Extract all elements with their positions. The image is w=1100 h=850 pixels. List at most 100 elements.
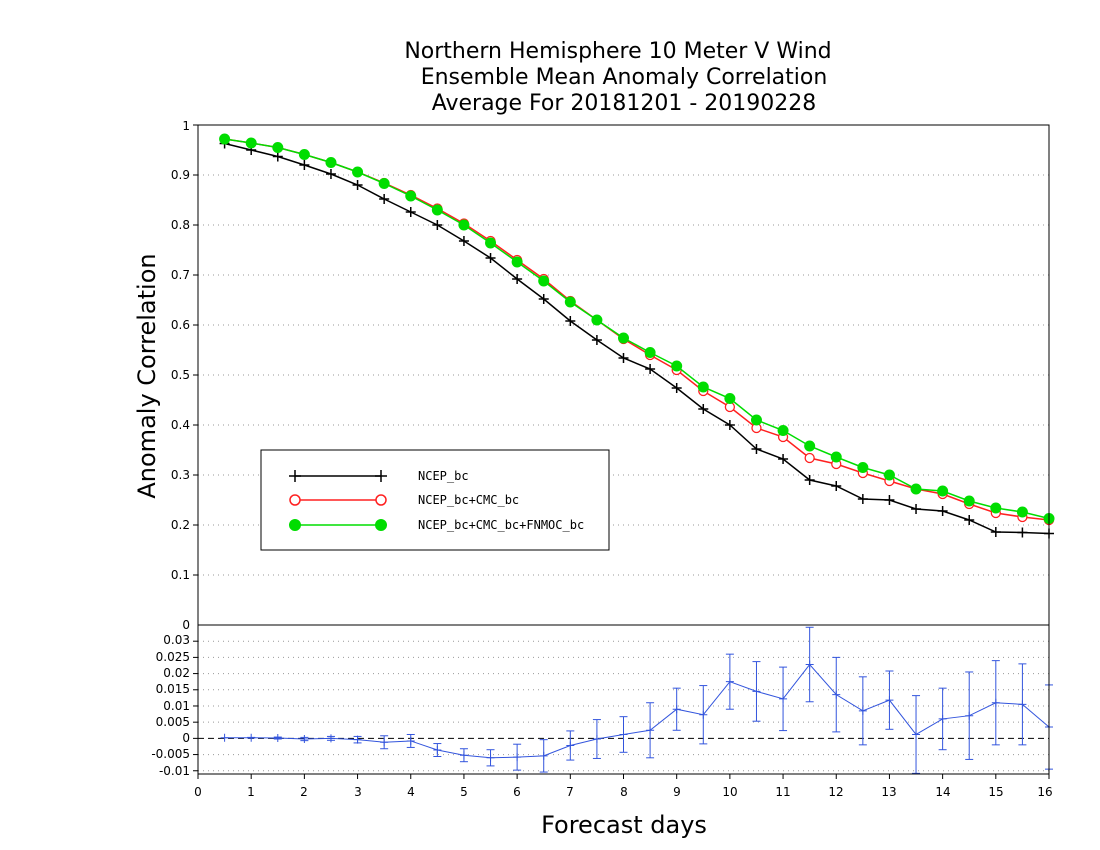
data-point-plus — [513, 753, 522, 762]
data-point-filled-circle — [963, 495, 975, 507]
x-tick-label: 14 — [935, 785, 950, 799]
open-circle-marker-icon — [289, 494, 301, 506]
data-point-filled-circle — [591, 314, 603, 326]
x-axis-ticks: 0 1 2 3 4 5 6 7 8 9 10 11 12 13 14 15 16 — [194, 785, 1052, 799]
x-tick-label: 16 — [1037, 785, 1052, 799]
data-point-filled-circle — [937, 485, 949, 497]
data-point-plus — [724, 420, 735, 430]
data-point-plus — [672, 705, 681, 714]
data-point-plus — [433, 746, 442, 755]
data-point-plus — [858, 706, 867, 715]
y-tick-label: 0.015 — [156, 682, 190, 696]
series-line-0 — [224, 142, 1050, 535]
y-tick-label: 1 — [182, 119, 190, 133]
filled-circle-marker-icon — [375, 519, 387, 531]
y-tick-label: -0.005 — [151, 747, 190, 761]
x-tick-label: 3 — [354, 785, 362, 799]
chart-title-line-1: Northern Hemisphere 10 Meter V Wind — [404, 39, 831, 64]
data-point-filled-circle — [458, 219, 470, 231]
data-point-plus — [405, 207, 416, 217]
data-point-plus — [220, 733, 229, 742]
data-point-plus — [539, 751, 548, 760]
data-point-plus — [884, 495, 895, 505]
filled-circle-marker-icon — [289, 519, 301, 531]
x-tick-label: 6 — [513, 785, 521, 799]
y-tick-label: 0.1 — [171, 568, 190, 582]
data-point-plus — [912, 730, 921, 739]
data-point-plus — [965, 711, 974, 720]
data-point-filled-circle — [777, 425, 789, 436]
x-tick-label: 9 — [673, 785, 681, 799]
legend-entry-ncep-bc: NCEP_bc — [289, 469, 469, 483]
data-point-plus — [832, 690, 841, 699]
data-point-plus — [380, 738, 389, 747]
difference-y-ticks: -0.01 -0.005 0 0.005 0.01 0.015 0.02 0.0… — [151, 618, 190, 778]
x-tick-label: 2 — [300, 785, 308, 799]
data-point-plus — [831, 481, 842, 491]
data-point-plus — [458, 236, 469, 246]
data-point-plus — [805, 660, 814, 669]
data-point-plus — [459, 751, 468, 760]
chart-title-line-3: Average For 20181201 - 20190228 — [432, 91, 817, 116]
main-gridlines — [193, 124, 1049, 576]
main-plot-panel: 0.1 0.2 0.3 0.4 0.5 0.6 0.7 0.8 0.9 1 — [171, 119, 1055, 626]
legend-label: NCEP_bc+CMC_bc — [418, 493, 519, 507]
data-point-filled-circle — [405, 190, 417, 202]
data-point-plus — [991, 698, 1000, 707]
y-tick-label: 0.005 — [156, 715, 190, 729]
data-point-filled-circle — [671, 360, 683, 372]
legend-entry-ncep-cmc: NCEP_bc+CMC_bc — [289, 493, 519, 507]
data-point-filled-circle — [804, 440, 816, 452]
data-point-plus — [752, 687, 761, 696]
y-tick-label: 0.6 — [171, 318, 190, 332]
chart-title-line-2: Ensemble Mean Anomaly Correlation — [421, 65, 828, 90]
data-point-plus — [538, 294, 549, 304]
main-series-group — [219, 133, 1055, 539]
data-point-filled-circle — [644, 347, 656, 358]
data-point-plus — [512, 274, 523, 284]
data-point-filled-circle — [378, 178, 390, 189]
legend-label: NCEP_bc — [418, 469, 469, 483]
data-point-plus — [592, 735, 601, 744]
data-point-plus — [300, 735, 309, 744]
data-point-plus — [1017, 527, 1028, 538]
data-point-filled-circle — [219, 133, 231, 145]
data-point-plus — [646, 726, 655, 735]
y-tick-label: 0.5 — [171, 368, 190, 382]
x-axis-label: Forecast days — [541, 811, 707, 839]
data-point-filled-circle — [857, 462, 869, 473]
y-tick-label: 0.3 — [171, 468, 190, 482]
data-point-filled-circle — [910, 483, 922, 495]
y-tick-label: 0.9 — [171, 168, 190, 182]
data-point-plus — [379, 194, 390, 204]
plus-marker-icon — [289, 470, 387, 482]
x-tick-label: 4 — [407, 785, 415, 799]
y-tick-label: 0.8 — [171, 218, 190, 232]
y-axis-label: Anomaly Correlation — [133, 253, 161, 498]
data-point-filled-circle — [245, 137, 257, 149]
data-point-plus — [618, 353, 629, 363]
data-point-plus — [485, 253, 496, 263]
data-point-filled-circle — [724, 393, 736, 404]
x-tick-label: 7 — [566, 785, 574, 799]
data-point-filled-circle — [990, 502, 1002, 514]
data-point-plus — [619, 730, 628, 739]
legend-entry-ncep-cmc-fnmoc: NCEP_bc+CMC_bc+FNMOC_bc — [289, 518, 584, 532]
x-tick-label: 10 — [722, 785, 737, 799]
data-point-filled-circle — [883, 469, 895, 481]
difference-plot-panel: -0.01 -0.005 0 0.005 0.01 0.015 0.02 0.0… — [151, 618, 1053, 779]
main-y-ticks: 0.1 0.2 0.3 0.4 0.5 0.6 0.7 0.8 0.9 1 — [171, 119, 190, 582]
data-point-filled-circle — [618, 332, 629, 344]
y-tick-label: 0.02 — [163, 666, 190, 680]
data-point-plus — [247, 733, 256, 742]
data-point-plus — [751, 444, 762, 454]
data-point-filled-circle — [485, 237, 497, 249]
data-point-plus — [699, 710, 708, 719]
data-point-plus — [990, 527, 1001, 537]
legend-label: NCEP_bc+CMC_bc+FNMOC_bc — [418, 518, 584, 532]
data-point-plus — [352, 180, 363, 190]
y-tick-label: 0.7 — [171, 268, 190, 282]
data-point-plus — [432, 220, 443, 230]
